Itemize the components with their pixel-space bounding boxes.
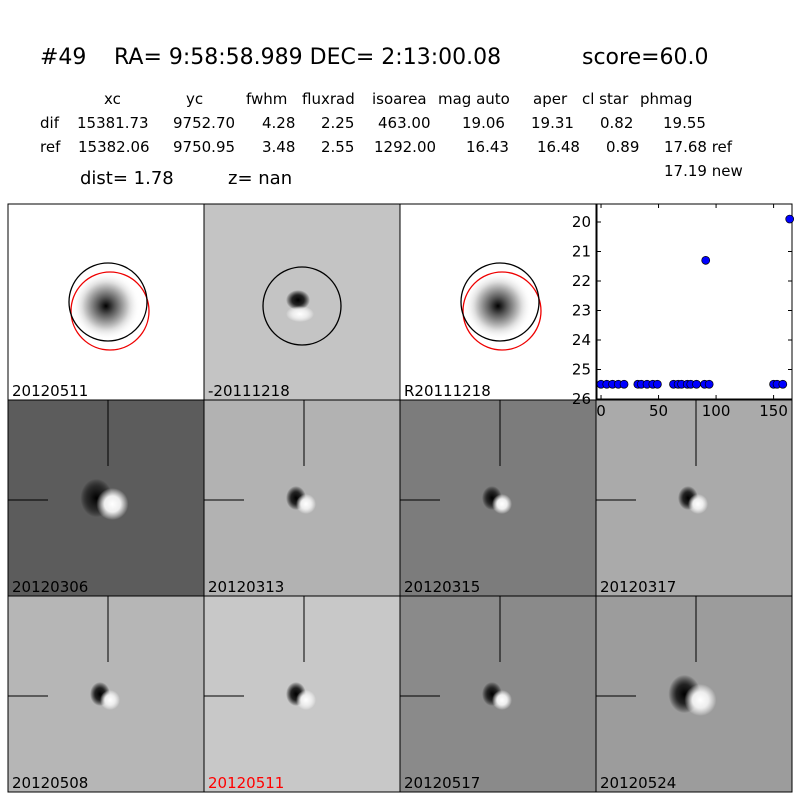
column-header: isoarea	[372, 90, 427, 108]
panel-label: 20120317	[600, 578, 676, 596]
residual-light	[296, 494, 316, 514]
extra-mag: 17.19 new	[664, 162, 743, 180]
aperture	[68, 262, 148, 342]
panel-label: 20120306	[12, 578, 88, 596]
y-tick-label: 25	[572, 360, 591, 378]
aperture-ref	[462, 271, 542, 351]
column-header: mag auto	[438, 90, 510, 108]
redshift: z= nan	[228, 168, 292, 189]
data-point	[701, 255, 711, 265]
column-header: yc	[186, 90, 203, 108]
data-point	[653, 379, 662, 389]
residual-light	[684, 684, 717, 716]
cell: 9750.95	[173, 138, 235, 156]
aperture	[460, 262, 540, 342]
residual-light	[688, 494, 708, 514]
y-tick-label: 21	[572, 242, 591, 260]
data-point	[619, 379, 629, 389]
x-tick-label: 50	[649, 402, 668, 420]
panel-label: 20120511	[208, 774, 284, 792]
residual-light	[492, 494, 512, 514]
column-header: fluxrad	[302, 90, 355, 108]
x-tick-label: 0	[596, 402, 606, 420]
aperture-ref	[70, 271, 150, 351]
source	[72, 272, 140, 340]
cell: 9752.70	[173, 114, 235, 132]
cell: 0.89	[606, 138, 639, 156]
plot-area	[596, 203, 793, 400]
column-header: cl star	[582, 90, 629, 108]
residual-dark	[286, 290, 310, 310]
data-point	[778, 379, 788, 389]
y-tick-label: 23	[572, 301, 591, 319]
panel-label: 20120315	[404, 578, 480, 596]
panel-label: 20120517	[404, 774, 480, 792]
cell: 16.48	[537, 138, 580, 156]
y-tick-label: 20	[572, 213, 591, 231]
cell: 1292.00	[374, 138, 436, 156]
y-tick-label: 26	[572, 390, 591, 408]
panel-label: 20120508	[12, 774, 88, 792]
panel-label: 20120524	[600, 774, 676, 792]
header: #49 RA= 9:58:58.989 DEC= 2:13:00.08 score=…	[40, 45, 743, 189]
data-point	[692, 379, 701, 389]
coordinates: RA= 9:58:58.989 DEC= 2:13:00.08	[114, 45, 501, 70]
row-label: dif	[40, 114, 60, 132]
score: score=60.0	[582, 45, 709, 70]
cell: 0.82	[600, 114, 633, 132]
cell: 3.48	[262, 138, 295, 156]
residual-light	[286, 306, 314, 322]
data-point	[704, 379, 714, 389]
aperture	[262, 266, 342, 346]
column-header: fwhm	[246, 90, 287, 108]
y-tick-label: 22	[572, 272, 591, 290]
column-header: phmag	[640, 90, 692, 108]
object-id: #49	[40, 45, 86, 70]
data-point	[785, 214, 795, 224]
cell: 19.31	[531, 114, 574, 132]
panel-label: -20111218	[208, 382, 290, 400]
distance: dist= 1.78	[80, 168, 174, 189]
cell: 16.43	[466, 138, 509, 156]
cell: 15382.06	[78, 138, 150, 156]
panel-label: 20120313	[208, 578, 284, 596]
column-header: xc	[104, 90, 121, 108]
source	[464, 272, 532, 340]
y-tick-label: 24	[572, 331, 591, 349]
magnitude-chart: 20 21 22 23 24 25 26 0 50 100 150	[572, 203, 795, 420]
panel-label: R20111218	[404, 382, 491, 400]
x-tick-label: 150	[759, 402, 788, 420]
cell: 17.68 ref	[664, 138, 733, 156]
cell: 2.25	[321, 114, 354, 132]
cell: 15381.73	[77, 114, 149, 132]
cell: 2.55	[321, 138, 354, 156]
cell: 19.55	[663, 114, 706, 132]
image-grid: 20120511 -20111218 R20111218 20120306 201203…	[7, 203, 793, 793]
residual-light	[296, 690, 316, 710]
residual-light	[100, 690, 120, 710]
row-label: ref	[40, 138, 61, 156]
column-header: aper	[533, 90, 568, 108]
cell: 463.00	[378, 114, 431, 132]
residual-light	[492, 690, 512, 710]
panel-label: 20120511	[12, 382, 88, 400]
cell: 19.06	[462, 114, 505, 132]
residual-light	[96, 488, 129, 520]
cell: 4.28	[262, 114, 295, 132]
x-tick-label: 100	[702, 402, 731, 420]
